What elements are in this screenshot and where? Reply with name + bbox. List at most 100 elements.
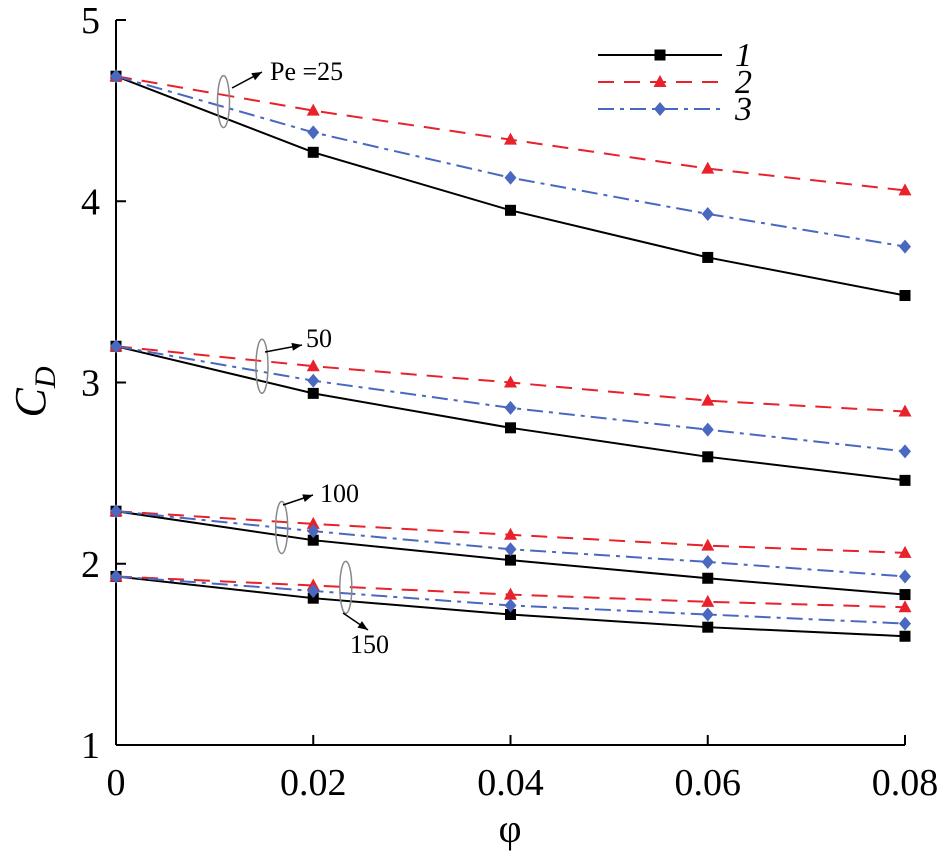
- triangle-marker: [898, 183, 912, 196]
- triangle-marker: [701, 161, 715, 174]
- square-marker: [307, 387, 319, 399]
- triangle-marker: [701, 594, 715, 607]
- diamond-marker: [701, 607, 714, 622]
- square-marker: [307, 146, 319, 158]
- y-axis-label-main: C: [6, 388, 55, 418]
- triangle-marker: [504, 132, 517, 145]
- series-line: [115, 75, 906, 297]
- pe-annotation: 150: [339, 560, 389, 659]
- pe-label: 50: [306, 324, 332, 353]
- diamond-marker: [110, 69, 122, 84]
- square-marker: [505, 422, 516, 434]
- arrow-head-icon: [251, 72, 262, 81]
- diamond-marker: [899, 616, 911, 631]
- pe-label: 150: [350, 630, 389, 659]
- square-marker: [899, 589, 911, 601]
- diamond-marker: [701, 206, 714, 221]
- square-marker: [899, 290, 911, 301]
- square-marker: [307, 534, 319, 546]
- y-axis-label: CD: [6, 366, 62, 417]
- arrow-head-icon: [291, 342, 302, 351]
- svg-text:CD: CD: [6, 366, 62, 417]
- triangle-marker: [898, 545, 912, 558]
- x-tick-label: 0.02: [280, 762, 347, 804]
- diamond-marker: [899, 569, 911, 584]
- y-tick-label: 1: [81, 725, 100, 767]
- diamond-marker: [504, 598, 517, 613]
- group-ellipse: [255, 338, 269, 394]
- square-marker: [702, 572, 714, 584]
- x-tick-label: 0.06: [675, 762, 742, 804]
- series-line: [115, 345, 906, 453]
- y-axis-label-subscript: D: [29, 366, 62, 389]
- square-marker: [654, 49, 666, 61]
- group-ellipse: [339, 560, 353, 615]
- y-tick-label: 4: [81, 181, 100, 223]
- triangle-marker: [898, 404, 912, 417]
- square-marker: [702, 451, 714, 463]
- group-ellipse: [274, 500, 289, 555]
- arrow-head-icon: [357, 621, 368, 630]
- diamond-marker: [504, 170, 517, 185]
- pe-label: 100: [320, 479, 359, 508]
- diamond-marker: [110, 339, 122, 354]
- pe-annotation: 100: [274, 479, 359, 555]
- legend-item-1: 1: [598, 37, 752, 74]
- legend-label: 2: [735, 64, 752, 101]
- triangle-marker: [898, 600, 912, 613]
- square-marker: [505, 554, 516, 566]
- annotations: Pe =25 50 100 150: [216, 57, 389, 659]
- triangle-marker: [306, 103, 320, 116]
- x-tick-label: 0.04: [477, 762, 544, 804]
- diamond-marker: [307, 524, 320, 539]
- diamond-marker: [899, 444, 911, 459]
- square-marker: [702, 251, 714, 263]
- legend-label: 3: [734, 91, 752, 128]
- triangle-marker: [504, 527, 517, 540]
- diamond-marker: [899, 239, 911, 254]
- triangle-marker: [701, 538, 715, 551]
- x-axis-label: φ: [498, 806, 521, 851]
- legend-item-3: 3: [598, 91, 752, 128]
- x-tick-label: 0: [107, 762, 126, 804]
- legend: 123: [598, 37, 752, 128]
- y-tick-label: 2: [81, 544, 100, 586]
- triangle-marker: [504, 587, 517, 600]
- series-3: [110, 339, 911, 459]
- legend-label: 1: [735, 37, 752, 74]
- series-layer: [109, 69, 912, 642]
- square-marker: [702, 621, 714, 633]
- series-2: [109, 69, 912, 196]
- y-tick-label: 3: [81, 363, 100, 405]
- triangle-marker: [306, 359, 320, 372]
- series-line: [115, 75, 906, 248]
- series-3: [110, 504, 911, 584]
- diamond-marker: [307, 583, 320, 598]
- square-marker: [505, 204, 516, 216]
- diamond-marker: [307, 373, 320, 388]
- series-1: [110, 70, 911, 301]
- square-marker: [899, 474, 911, 486]
- diamond-marker: [654, 102, 666, 116]
- diamond-marker: [110, 569, 122, 584]
- pe-annotation: Pe =25: [216, 57, 343, 129]
- square-marker: [899, 630, 911, 642]
- y-tick-label: 5: [81, 0, 100, 42]
- pe-annotation: 50: [255, 324, 332, 394]
- diamond-marker: [701, 554, 714, 569]
- arrow-head-icon: [302, 494, 313, 502]
- diamond-marker: [504, 400, 517, 415]
- group-ellipse: [216, 74, 231, 129]
- triangle-marker: [701, 393, 715, 406]
- square-marker: [505, 609, 516, 620]
- pe-label: Pe =25: [270, 57, 343, 86]
- triangle-marker: [504, 375, 517, 388]
- diamond-marker: [307, 125, 320, 140]
- series-3: [110, 569, 911, 631]
- series-3: [110, 69, 911, 254]
- diamond-marker: [504, 542, 517, 557]
- triangle-marker: [306, 516, 320, 529]
- legend-item-2: 2: [598, 64, 752, 101]
- triangle-marker: [653, 75, 667, 87]
